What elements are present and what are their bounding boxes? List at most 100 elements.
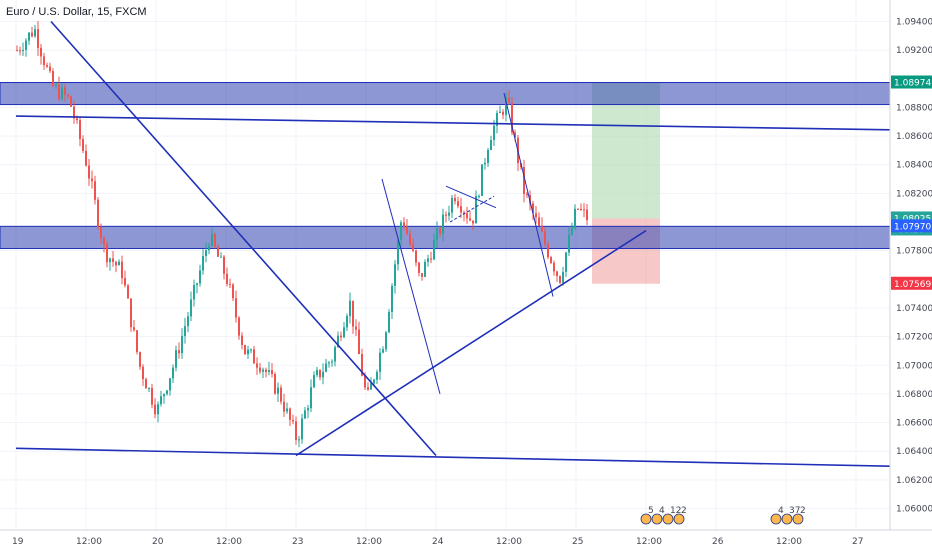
candle-body: [526, 193, 528, 196]
candle-body: [367, 387, 369, 390]
candle-body: [31, 32, 33, 37]
price-tag-label: 1.07569: [894, 280, 931, 290]
candle-body: [364, 375, 366, 388]
candle-body: [115, 261, 117, 266]
candle-body: [244, 345, 246, 355]
candle-body: [109, 258, 111, 263]
y-tick-label: 1.07400: [896, 304, 932, 314]
candle-body: [313, 375, 315, 388]
event-count: 2: [681, 506, 687, 516]
candle-body: [193, 285, 195, 300]
candle-body: [562, 271, 564, 283]
x-tick-label: 25: [572, 537, 583, 547]
candle-body: [214, 234, 216, 247]
pattern-line[interactable]: [381, 178, 441, 395]
x-tick-label: 19: [12, 537, 24, 547]
candle-body: [304, 410, 306, 419]
candle-body: [181, 336, 183, 354]
candle-body: [133, 327, 135, 331]
y-tick-label: 1.06200: [896, 476, 932, 486]
candle-body: [100, 226, 102, 239]
candle-body: [568, 234, 570, 253]
pattern-line[interactable]: [445, 185, 497, 209]
candle-body: [343, 327, 345, 338]
candle-body: [361, 354, 363, 376]
candle-body: [532, 203, 534, 214]
candle-body: [310, 387, 312, 409]
event-icon[interactable]: [640, 513, 652, 525]
candle-body: [274, 373, 276, 394]
candle-body: [406, 226, 408, 234]
candle-body: [370, 383, 372, 390]
candle-body: [376, 371, 378, 380]
candle-body: [106, 244, 108, 263]
candle-body: [271, 370, 273, 374]
candle-body: [268, 370, 270, 372]
price-tag: [891, 75, 932, 89]
candle-body: [337, 335, 339, 348]
x-tick-label: 27: [852, 537, 863, 547]
event-icon[interactable]: [770, 513, 782, 525]
event-icon[interactable]: [662, 513, 674, 525]
candle-body: [220, 256, 222, 258]
candle-body: [523, 167, 525, 194]
candle-body: [298, 439, 300, 441]
candle-body: [403, 222, 405, 227]
candle-body: [205, 250, 207, 256]
candle-body: [25, 40, 27, 51]
candle-body: [175, 350, 177, 368]
candle-body: [208, 245, 210, 251]
candle-body: [334, 347, 336, 362]
candle-body: [172, 367, 174, 379]
candle-body: [151, 388, 153, 405]
descending-trendline[interactable]: [50, 20, 437, 457]
y-tick-label: 1.09400: [896, 17, 932, 27]
candle-body: [487, 149, 489, 163]
candle-body: [316, 369, 318, 376]
candle-body: [223, 256, 225, 274]
candle-body: [169, 378, 171, 391]
take-profit-zone[interactable]: [592, 82, 660, 219]
event-icon[interactable]: [651, 513, 663, 525]
candle-body: [295, 421, 297, 440]
candle-body: [178, 350, 180, 354]
support-zone[interactable]: [0, 225, 891, 250]
candle-body: [340, 335, 342, 338]
candle-body: [322, 371, 324, 378]
ascending-trendline[interactable]: [295, 229, 647, 457]
candle-body: [565, 252, 567, 272]
candle-body: [427, 258, 429, 262]
candle-body: [508, 97, 510, 103]
candle-body: [76, 118, 78, 121]
candle-body: [82, 139, 84, 151]
chart-title: Euro / U.S. Dollar, 15, FXCM: [6, 6, 147, 18]
lower-channel-line[interactable]: [15, 447, 927, 468]
y-tick-label: 1.09200: [896, 46, 932, 56]
y-tick-label: 1.07000: [896, 361, 932, 371]
candle-body: [535, 213, 537, 218]
x-tick-label: 12:00: [776, 537, 802, 547]
candle-body: [355, 326, 357, 330]
resistance-zone[interactable]: [0, 82, 891, 106]
event-icon[interactable]: [673, 513, 685, 525]
candle-body: [415, 250, 417, 263]
candle-body: [541, 225, 543, 232]
event-icon[interactable]: [792, 513, 804, 525]
y-tick-label: 1.06000: [896, 505, 932, 515]
upper-horizontal-line[interactable]: [15, 115, 927, 132]
event-icon[interactable]: [781, 513, 793, 525]
y-tick-label: 1.08600: [896, 132, 932, 142]
y-tick-label: 1.08800: [896, 103, 932, 113]
candle-body: [583, 209, 585, 211]
candle-body: [451, 197, 453, 213]
candle-body: [505, 97, 507, 115]
pattern-line[interactable]: [449, 195, 495, 223]
candle-body: [232, 284, 234, 299]
pattern-line[interactable]: [503, 92, 554, 297]
candle-body: [184, 326, 186, 337]
candle-body: [67, 94, 69, 97]
x-tick-label: 12:00: [496, 537, 522, 547]
candle-body: [253, 349, 255, 364]
